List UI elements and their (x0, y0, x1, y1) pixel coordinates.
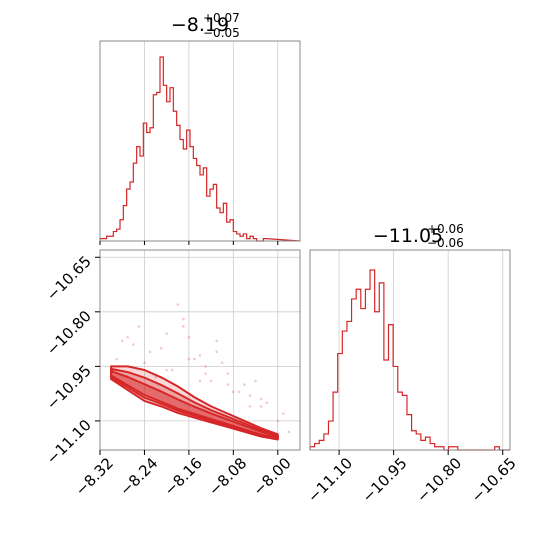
scatter-point (187, 357, 191, 361)
param1-histogram-frame (99, 40, 301, 242)
param1-median: −8.19 (171, 14, 229, 36)
density-contour-level (110, 370, 279, 440)
scatter-point (159, 346, 163, 350)
scatter-point (148, 350, 152, 354)
scatter-point (215, 339, 218, 343)
param1-x-tick-label: −8.16 (161, 454, 206, 499)
param2-err-minus: −0.06 (427, 236, 464, 250)
scatter-point (276, 419, 280, 423)
param1-x-tick-label: −8.24 (116, 454, 161, 499)
scatter-point (248, 394, 252, 397)
param1-x-tick-label: −8.08 (205, 454, 250, 499)
param2-y-tick-label: −11.10 (43, 416, 95, 468)
joint-panel-frame (99, 249, 301, 451)
scatter-point (243, 383, 246, 386)
scatter-point (176, 303, 180, 306)
scatter-point (165, 368, 168, 372)
param1-err-plus: +0.07 (203, 11, 240, 25)
scatter-point (143, 361, 146, 365)
scatter-point (126, 335, 130, 339)
joint-density-panel: −8.32 −8.24 −8.16 −8.08 −8.00−11.10−10.95−10… (43, 249, 301, 499)
scatter-point (265, 401, 268, 405)
param2-median: −11.05 (373, 225, 443, 247)
scatter-point (165, 332, 168, 335)
scatter-point (209, 379, 213, 383)
scatter-point (132, 343, 135, 346)
scatter-point (120, 339, 124, 343)
param2-y-tick-label: −10.80 (43, 307, 95, 359)
param1-x-tick-label: −8.32 (72, 454, 117, 499)
param2-x-tick-label: −10.80 (413, 454, 465, 506)
scatter-point (226, 383, 230, 386)
param2-histogram-step (309, 269, 510, 451)
scatter-point (204, 372, 207, 375)
scatter-point (137, 325, 141, 328)
param1-histogram-panel (99, 40, 301, 245)
param2-histogram-frame (309, 249, 511, 451)
param1-err-minus: −0.05 (203, 26, 240, 40)
scatter-point (198, 379, 202, 383)
param2-err-plus: +0.06 (427, 222, 464, 236)
scatter-point (115, 357, 118, 361)
scatter-point (254, 379, 257, 383)
scatter-point (287, 430, 291, 434)
scatter-point (220, 361, 224, 365)
scatter-point (259, 405, 263, 408)
scatter-point (193, 357, 196, 361)
scatter-point (198, 354, 202, 357)
param2-x-tick-label: −11.10 (304, 454, 356, 506)
scatter-point (259, 397, 263, 401)
param2-title: −11.05 (373, 225, 443, 247)
param1-x-tick-label: −8.00 (250, 454, 295, 499)
scatter-point (154, 375, 157, 379)
param2-histogram-panel: −11.10 −10.95 −10.80 −10.65 (304, 249, 520, 506)
scatter-point (248, 405, 252, 408)
scatter-point (237, 390, 241, 394)
param1-histogram-step (99, 56, 301, 242)
param2-y-tick-label: −10.65 (43, 252, 95, 304)
scatter-point (226, 372, 230, 375)
param2-x-tick-label: −10.95 (359, 454, 411, 506)
scatter-point (187, 335, 191, 339)
scatter-point (182, 325, 185, 328)
param2-y-tick-label: −10.95 (43, 361, 95, 413)
scatter-point (215, 350, 218, 354)
param2-x-tick-label: −10.65 (468, 454, 520, 506)
scatter-point (182, 317, 185, 321)
scatter-point (232, 390, 235, 394)
param1-title: −8.19 (171, 14, 229, 36)
scatter-point (282, 412, 285, 415)
scatter-point (170, 368, 174, 372)
scatter-point (204, 365, 207, 368)
